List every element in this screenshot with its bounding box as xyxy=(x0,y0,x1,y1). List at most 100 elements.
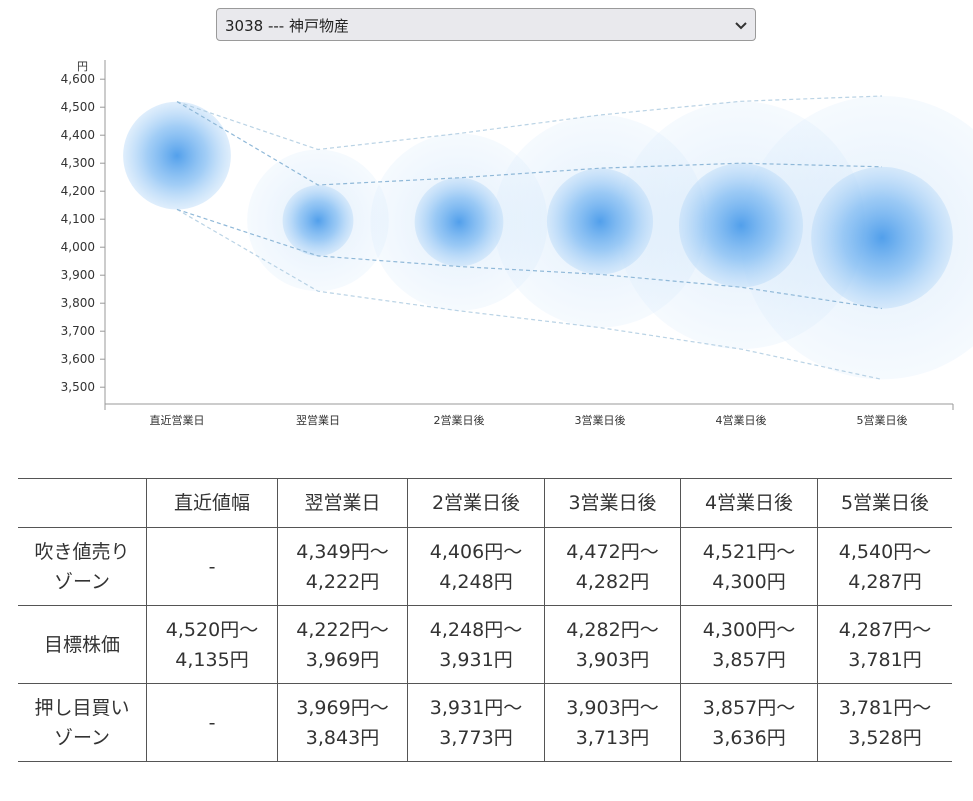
table-cell-line: 3,636円 xyxy=(712,726,786,749)
table-cell: - xyxy=(146,683,278,762)
row-label-line: 押し目買い xyxy=(34,696,130,719)
table-cell: 4,472円～ 4,282円 xyxy=(544,527,681,606)
table-cell: 3,903円～ 3,713円 xyxy=(544,683,681,762)
table-header-row: 直近値幅 翌営業日 2営業日後 3営業日後 4営業日後 5営業日後 xyxy=(18,478,952,528)
table-cell-line: 4,521円～ xyxy=(702,540,796,563)
forecast-table: 直近値幅 翌営業日 2営業日後 3営業日後 4営業日後 5営業日後 吹き値売りゾ… xyxy=(18,478,952,762)
row-label: 目標株価 xyxy=(18,605,147,684)
y-tick-label: 4,400 xyxy=(61,128,95,142)
table-cell-line: 4,135円 xyxy=(175,648,249,671)
table-cell: 4,248円～ 3,931円 xyxy=(407,605,545,684)
y-axis-unit: 円 xyxy=(77,60,88,73)
table-header-day4: 4営業日後 xyxy=(680,478,818,528)
table-cell-line: 3,773円 xyxy=(439,726,513,749)
table-cell: 3,969円～ 3,843円 xyxy=(277,683,408,762)
table-cell-line: 3,969円 xyxy=(305,648,380,671)
table-header-corner xyxy=(18,478,147,528)
target-zone-bubble xyxy=(414,177,504,267)
x-tick-label: 3営業日後 xyxy=(575,413,626,427)
table-cell-line: 4,472円～ xyxy=(566,540,659,563)
y-tick-label: 4,100 xyxy=(61,212,95,226)
table-cell: 3,857円～ 3,636円 xyxy=(680,683,818,762)
table-cell-line: 3,781円 xyxy=(848,648,922,671)
table-cell-line: 4,349円～ xyxy=(296,540,389,563)
table-cell-line: 4,287円 xyxy=(848,570,922,593)
table-cell: 4,349円～ 4,222円 xyxy=(277,527,408,606)
y-tick-label: 4,000 xyxy=(61,240,95,254)
table-header-day5: 5営業日後 xyxy=(817,478,952,528)
y-tick-label: 4,300 xyxy=(61,156,95,170)
table-cell-line: 4,248円～ xyxy=(429,618,523,641)
table-cell: - xyxy=(146,527,278,606)
y-tick-label: 3,900 xyxy=(61,268,95,282)
table-header-day2: 2営業日後 xyxy=(407,478,545,528)
table-cell-line: - xyxy=(208,711,216,734)
table-cell-line: 3,843円 xyxy=(305,726,380,749)
row-label-line: ゾーン xyxy=(53,570,111,593)
table-cell-line: 4,300円～ xyxy=(702,618,796,641)
outer-upper-line xyxy=(176,95,883,151)
target-zone-bubble xyxy=(811,166,953,309)
stock-select-value: 3038 --- 神戸物産 xyxy=(225,17,349,35)
x-tick-label: 直近営業日 xyxy=(150,413,205,427)
target-zone-bubble xyxy=(282,185,354,257)
table-cell-line: 3,903円 xyxy=(575,648,650,671)
x-tick-label: 翌営業日 xyxy=(296,413,340,427)
row-label-line: 吹き値売り xyxy=(34,540,130,563)
table-cell-line: 3,969円～ xyxy=(296,696,389,719)
table-cell-line: 4,520円～ xyxy=(165,618,259,641)
table-cell: 4,406円～ 4,248円 xyxy=(407,527,545,606)
row-label: 吹き値売り ゾーン xyxy=(18,527,147,606)
table-cell: 4,521円～ 4,300円 xyxy=(680,527,818,606)
table-cell-line: 3,931円 xyxy=(439,648,513,671)
y-tick-label: 3,500 xyxy=(61,380,95,394)
table-cell-line: 4,282円 xyxy=(575,570,650,593)
table-cell-line: 4,406円～ xyxy=(429,540,523,563)
table-cell-line: 3,528円 xyxy=(848,726,922,749)
table-cell: 3,931円～ 3,773円 xyxy=(407,683,545,762)
table-cell-line: 3,931円～ xyxy=(429,696,523,719)
table-cell: 4,300円～ 3,857円 xyxy=(680,605,818,684)
table-cell-line: 3,903円～ xyxy=(566,696,659,719)
table-cell: 4,287円～ 3,781円 xyxy=(817,605,952,684)
table-cell: 3,781円～ 3,528円 xyxy=(817,683,952,762)
table-cell: 4,520円～ 4,135円 xyxy=(146,605,278,684)
target-zone-bubble xyxy=(546,168,654,275)
y-tick-label: 4,200 xyxy=(61,184,95,198)
y-tick-label: 3,600 xyxy=(61,352,95,366)
y-tick-label: 4,600 xyxy=(61,72,95,86)
target-zone-bubble xyxy=(678,163,804,288)
inner-lower-line xyxy=(176,208,883,310)
y-tick-label: 4,500 xyxy=(61,100,95,114)
table-cell-line: 4,287円～ xyxy=(838,618,932,641)
inner-upper-line xyxy=(176,101,883,186)
table-cell-line: 4,248円 xyxy=(439,570,513,593)
table-cell-line: - xyxy=(208,555,216,578)
table-cell: 4,222円～ 3,969円 xyxy=(277,605,408,684)
table-cell-line: 3,713円 xyxy=(575,726,650,749)
row-label-line: ゾーン xyxy=(53,726,111,749)
table-header-day3: 3営業日後 xyxy=(544,478,681,528)
table-cell-line: 4,282円～ xyxy=(566,618,659,641)
table-cell-line: 4,540円～ xyxy=(838,540,932,563)
table-cell-line: 4,300円 xyxy=(712,570,786,593)
row-target-price: 目標株価 4,520円～ 4,135円 4,222円～ 3,969円 4,248円～ 3,9… xyxy=(18,605,952,684)
table-cell-line: 3,857円 xyxy=(712,648,786,671)
table-header-day1: 翌営業日 xyxy=(277,478,408,528)
table-cell-line: 3,781円～ xyxy=(838,696,932,719)
chevron-down-icon xyxy=(735,22,747,30)
x-tick-label: 2営業日後 xyxy=(434,413,485,427)
row-buy-zone: 押し目買いゾーン - 3,969円～ 3,843円 3,931円～ 3,773円 3,903… xyxy=(18,683,952,762)
stock-select[interactable]: 3038 --- 神戸物産 xyxy=(216,8,756,41)
table-cell: 4,540円～ 4,287円 xyxy=(817,527,952,606)
forecast-chart: 円 3,500 3,600 3,700 3,800 3,900 4,000 4,100 4,20… xyxy=(61,60,973,427)
row-sell-zone: 吹き値売りゾーン - 4,349円～ 4,222円 4,406円～ 4,248円 4,472… xyxy=(18,527,952,606)
table-header-recent: 直近値幅 xyxy=(146,478,278,528)
table-cell: 4,282円～ 3,903円 xyxy=(544,605,681,684)
y-tick-label: 3,700 xyxy=(61,324,95,338)
table-cell-line: 3,857円～ xyxy=(702,696,796,719)
table-cell-line: 4,222円～ xyxy=(296,618,389,641)
row-label: 押し目買い ゾーン xyxy=(18,683,147,762)
x-tick-label: 5営業日後 xyxy=(857,413,908,427)
table-cell-line: 4,222円 xyxy=(305,570,380,593)
